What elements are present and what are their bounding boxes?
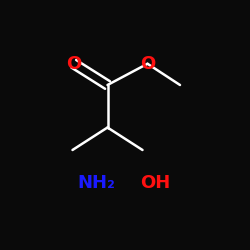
Text: O: O: [66, 55, 82, 73]
Text: NH₂: NH₂: [77, 174, 115, 192]
Text: OH: OH: [140, 174, 170, 192]
Text: O: O: [140, 55, 155, 73]
